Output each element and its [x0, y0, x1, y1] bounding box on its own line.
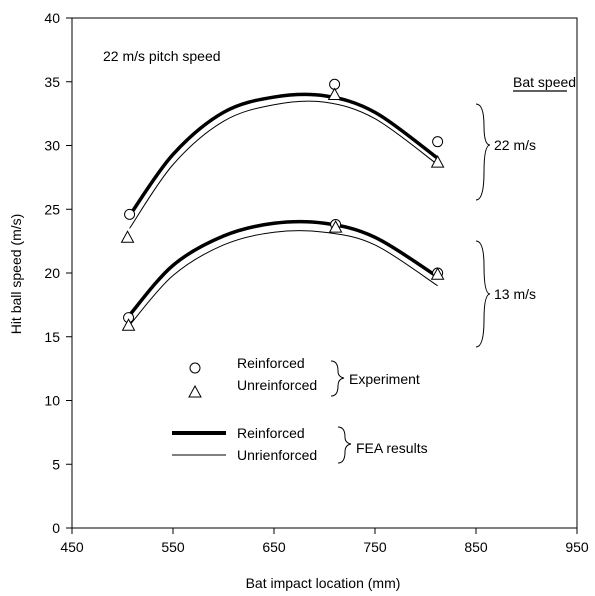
y-tick-label: 40 [44, 10, 60, 26]
legend-experiment-label: Experiment [349, 371, 420, 387]
experiment-point-unreinforced-13 [121, 318, 136, 331]
legend-fea-label: FEA results [356, 440, 428, 456]
bracket-13 [475, 240, 491, 348]
x-tick-label: 550 [161, 539, 185, 555]
fea-curves [128, 92, 439, 326]
x-tick-label: 850 [464, 539, 488, 555]
y-tick-label: 30 [44, 138, 60, 154]
x-tick-label: 950 [565, 539, 589, 555]
bat-speed-header: Bat speed [513, 74, 576, 90]
experiment-point-reinforced-22 [124, 208, 136, 220]
y-tick-label: 10 [44, 393, 60, 409]
experiment-point-unreinforced-22 [327, 87, 342, 100]
y-tick-label: 15 [44, 329, 60, 345]
x-tick-label: 450 [60, 539, 84, 555]
y-tick-label: 25 [44, 201, 60, 217]
pitch-speed-label: 22 m/s pitch speed [103, 48, 221, 64]
fea-curve-thick-22 [128, 92, 439, 217]
x-axis-label: Bat impact location (mm) [246, 575, 401, 591]
experiment-markers [120, 78, 445, 331]
experiment-point-unreinforced-22 [430, 155, 445, 168]
legend-fea-unreinforced: Unrienforced [237, 447, 317, 463]
legend-fea-reinforced: Reinforced [237, 425, 305, 441]
y-axis: 0 5 10 15 20 25 30 35 40 [44, 10, 72, 536]
experiment-point-unreinforced-22 [120, 230, 135, 243]
y-tick-label: 0 [52, 520, 60, 536]
legend-circle-marker [189, 362, 201, 374]
fea-curve-thin-22 [129, 100, 438, 229]
fea-curve-thick-13 [128, 219, 439, 317]
x-tick-label: 750 [363, 539, 387, 555]
x-tick-label: 650 [262, 539, 286, 555]
experiment-point-unreinforced-13 [430, 267, 445, 280]
legend-experiment-unreinforced: Unreinforced [237, 377, 317, 393]
bat-speed-22-label: 22 m/s [494, 137, 536, 153]
bat-speed-13-label: 13 m/s [494, 286, 536, 302]
legend-triangle-marker [188, 384, 202, 398]
x-axis: 450 550 650 750 850 950 [60, 528, 589, 555]
fea-curve-thin-13 [129, 230, 438, 326]
bracket-22 [475, 103, 491, 201]
experiment-point-unreinforced-13 [328, 220, 343, 233]
y-tick-label: 35 [44, 74, 60, 90]
experiment-point-reinforced-22 [432, 136, 444, 148]
y-axis-label: Hit ball speed (m/s) [8, 214, 24, 335]
legend-fea-bracket [337, 426, 352, 464]
legend-experiment-reinforced: Reinforced [237, 355, 305, 371]
legend-experiment-bracket [330, 360, 345, 397]
y-tick-label: 5 [52, 456, 60, 472]
y-tick-label: 20 [44, 265, 60, 281]
